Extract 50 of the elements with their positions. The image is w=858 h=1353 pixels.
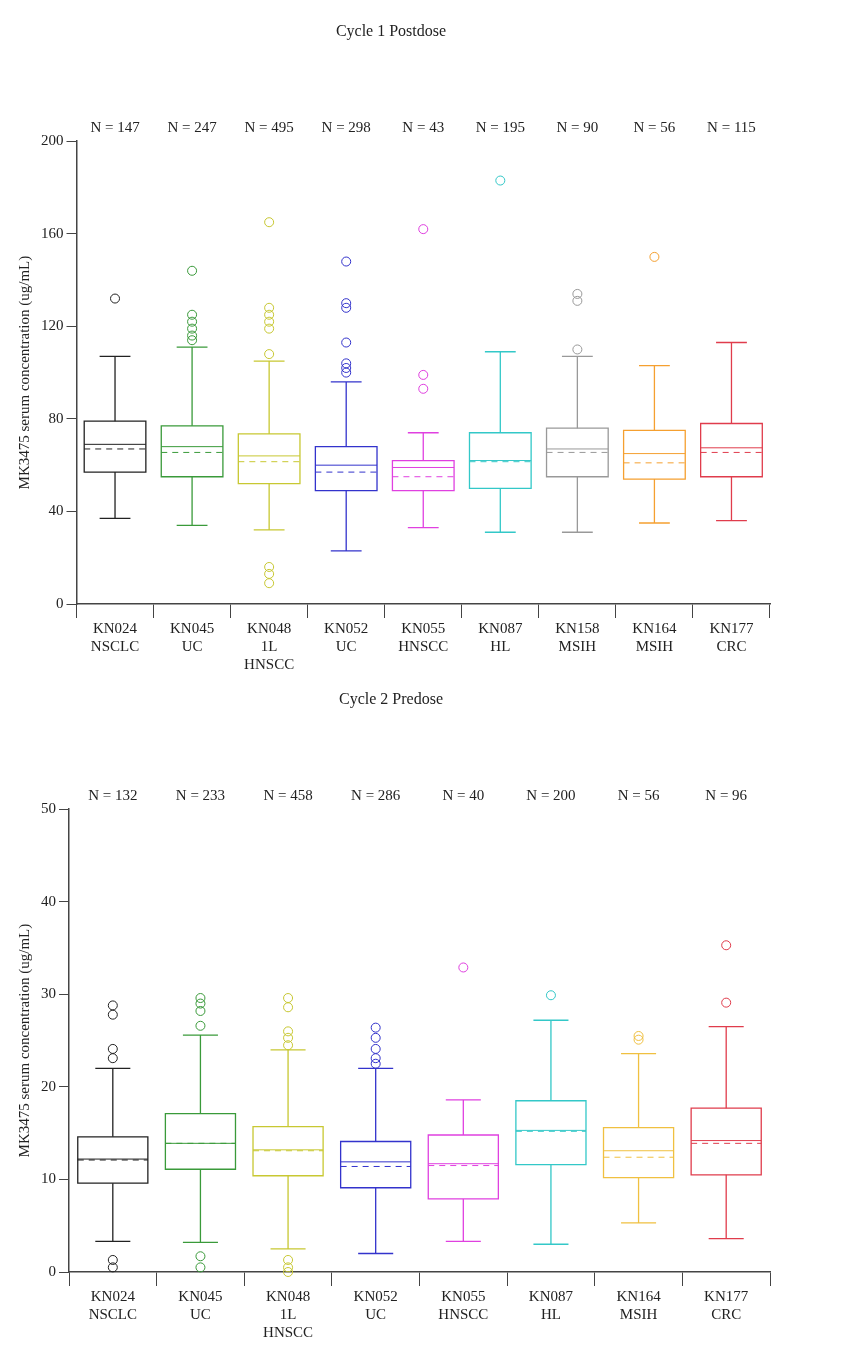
text: N = 195	[475, 118, 525, 135]
x-tick-label: KN164 MSIH	[616, 1287, 662, 1322]
text: N = 458	[263, 786, 313, 803]
text: N = 495	[244, 118, 294, 135]
text: N = 233	[175, 786, 226, 803]
y-tick-label: 40	[48, 502, 64, 519]
text: N = 40	[442, 786, 485, 803]
x-tick-label: KN048 1L HNSCC	[244, 619, 295, 672]
text: N = 96	[705, 786, 748, 803]
y-tick-label: 20	[41, 1077, 56, 1094]
x-tick-label: KN055 HNSCC	[438, 1287, 489, 1322]
text: N = 200	[526, 786, 576, 803]
x-tick-label: KN048 1L HNSCC	[263, 1287, 314, 1340]
x-tick-label: KN158 MSIH	[555, 619, 600, 654]
x-tick-label: KN087 HL	[528, 1287, 574, 1322]
x-tick-label: KN045 UC	[170, 619, 215, 654]
y-tick-label: 160	[41, 224, 64, 241]
chart-title: Cycle 2 Predose	[339, 689, 443, 708]
x-tick-label: KN055 HNSCC	[398, 619, 449, 654]
x-tick-label: KN087 HL	[478, 619, 523, 654]
y-axis-title: MK3475 serum concentration (ug/mL)	[15, 255, 33, 490]
y-tick-label: 200	[41, 132, 64, 149]
y-tick-label: 30	[41, 985, 56, 1002]
x-tick-label: KN164 MSIH	[632, 619, 677, 654]
text: N = 147	[90, 118, 141, 135]
text: N = 247	[167, 118, 218, 135]
x-tick-label: KN045 UC	[178, 1287, 223, 1322]
text: N = 56	[617, 786, 660, 803]
text: N = 90	[556, 118, 599, 135]
x-tick-label: KN024 NSCLC	[88, 1287, 137, 1322]
chart-title: Cycle 1 Postdose	[335, 21, 447, 40]
x-tick-label: KN024 NSCLC	[90, 619, 140, 654]
text: N = 56	[633, 118, 676, 135]
text: N = 43	[402, 118, 445, 135]
y-tick-label: 50	[41, 800, 56, 817]
y-tick-label: 0	[56, 594, 64, 611]
text: N = 115	[707, 118, 756, 135]
y-tick-label: 120	[41, 317, 64, 334]
y-tick-label: 40	[41, 892, 56, 909]
y-tick-label: 10	[41, 1170, 56, 1187]
text: N = 132	[88, 786, 138, 803]
text: N = 298	[321, 118, 371, 135]
y-tick-label: 0	[48, 1262, 56, 1279]
y-axis-title: MK3475 serum concentration (ug/mL)	[15, 923, 33, 1158]
x-tick-label: KN052 UC	[324, 619, 369, 654]
x-tick-label: KN052 UC	[353, 1287, 398, 1322]
x-tick-label: KN177 CRC	[704, 1287, 749, 1322]
text: N = 286	[351, 786, 401, 803]
y-tick-label: 80	[48, 409, 64, 426]
x-tick-label: KN177 CRC	[709, 619, 755, 654]
